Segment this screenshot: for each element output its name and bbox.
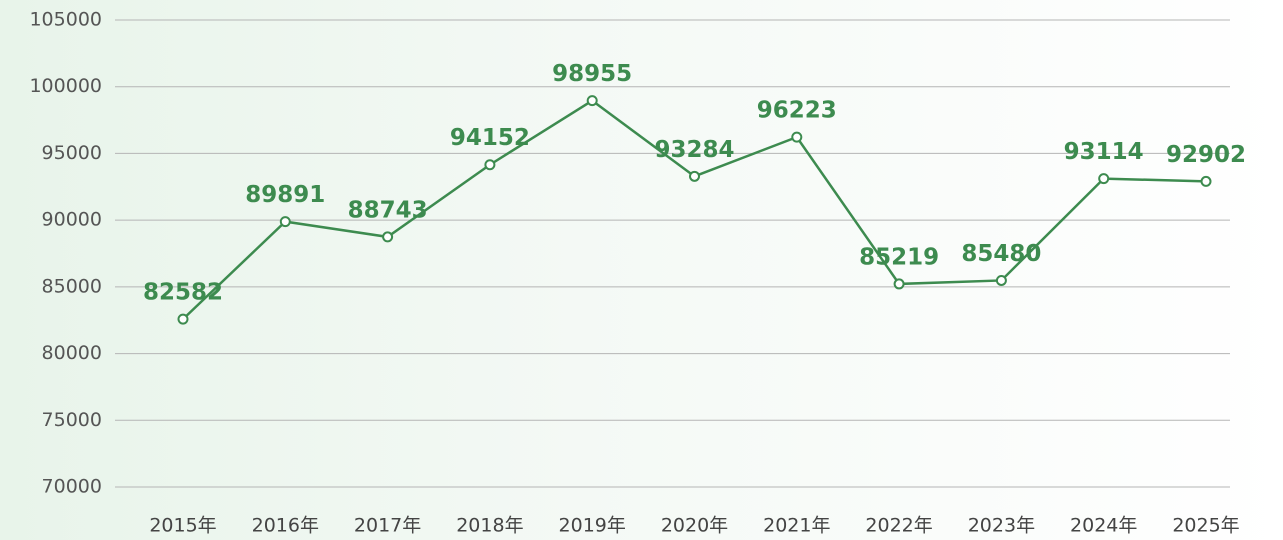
y-tick-label: 85000 — [42, 275, 102, 297]
point — [586, 95, 598, 107]
point — [1200, 175, 1212, 187]
value-label: 93114 — [1064, 139, 1144, 165]
x-tick-label: 2019年 — [559, 515, 626, 537]
x-tick-label: 2021年 — [763, 515, 830, 537]
y-tick-label: 100000 — [29, 75, 102, 97]
value-label: 88743 — [348, 197, 428, 223]
value-label: 96223 — [757, 98, 837, 124]
point — [484, 159, 496, 171]
x-tick-label: 2018年 — [456, 515, 523, 537]
x-tick-label: 2025年 — [1172, 515, 1239, 537]
value-label: 85480 — [961, 241, 1041, 267]
point — [689, 170, 700, 182]
x-tick-label: 2022年 — [865, 515, 932, 537]
value-label: 94152 — [450, 125, 530, 151]
x-tick-label: 2017年 — [354, 515, 421, 537]
value-label: 92902 — [1166, 142, 1246, 168]
x-tick-label: 2023年 — [968, 515, 1035, 537]
value-label: 93284 — [654, 137, 734, 163]
x-tick-label: 2024年 — [1070, 515, 1137, 537]
point — [893, 278, 905, 290]
value-label: 85219 — [859, 244, 939, 270]
line — [182, 99, 1207, 321]
point — [279, 216, 291, 228]
y-tick-label: 95000 — [42, 142, 102, 164]
y-tick-label: 75000 — [42, 409, 102, 431]
x-tick-label: 2016年 — [252, 515, 319, 537]
point — [177, 313, 189, 325]
x-tick-label: 2020年 — [661, 515, 728, 537]
x-tick-label: 2015年 — [149, 515, 216, 537]
value-label: 98955 — [552, 61, 632, 87]
point — [1098, 173, 1110, 185]
y-tick-label: 70000 — [42, 476, 102, 498]
point — [791, 131, 803, 143]
point — [382, 231, 394, 243]
y-tick-label: 105000 — [29, 9, 102, 31]
point — [995, 274, 1007, 286]
y-tick-label: 80000 — [42, 342, 102, 364]
value-label: 89891 — [245, 182, 325, 208]
value-label: 82582 — [143, 280, 223, 306]
y-tick-label: 90000 — [42, 209, 102, 231]
